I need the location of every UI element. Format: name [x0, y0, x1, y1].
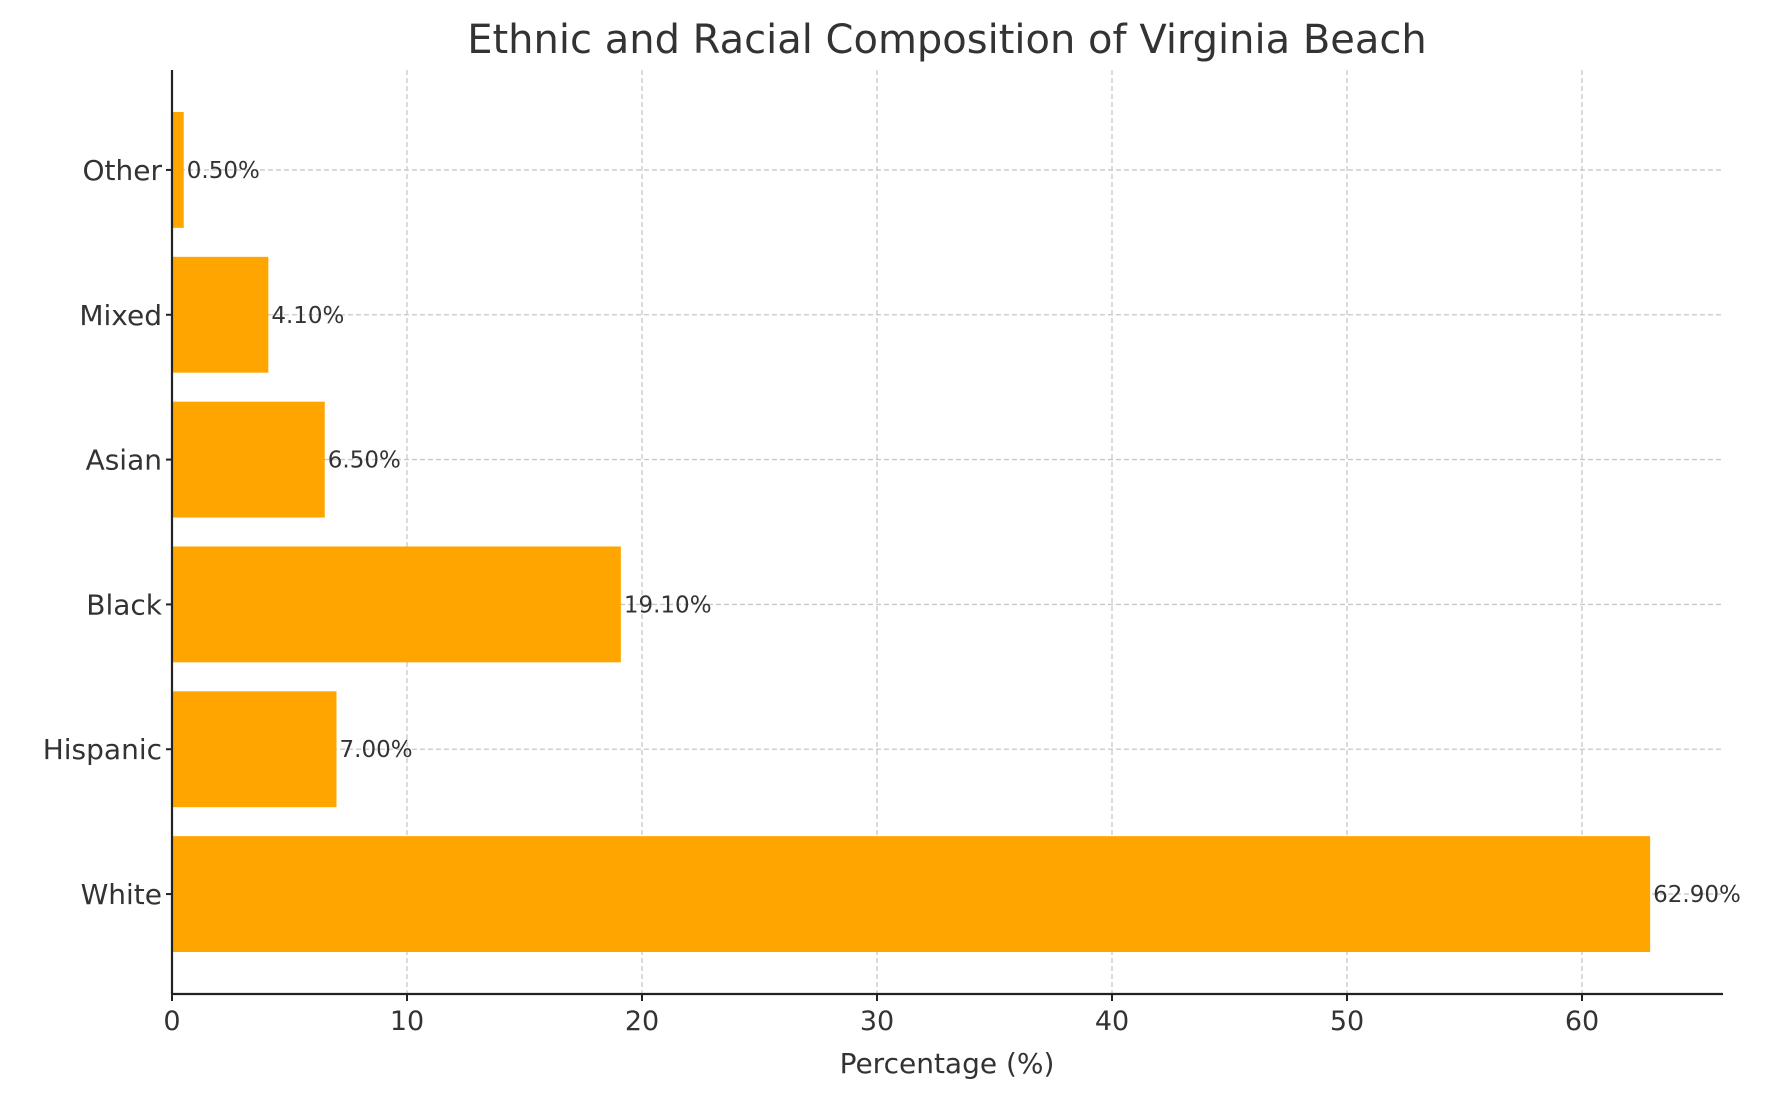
axes: White Hispanic Black Asian Mixed Other 0 10 20 30… [43, 70, 1723, 1037]
x-tick-label: 50 [1330, 1006, 1364, 1037]
x-tick-label: 20 [625, 1006, 659, 1037]
x-tick-label: 10 [390, 1006, 424, 1037]
bar-white [172, 836, 1651, 952]
bar-black [172, 546, 621, 663]
chart-title: Ethnic and Racial Composition of Virgini… [467, 17, 1427, 63]
y-tick-label: Other [82, 154, 162, 187]
bar-asian [172, 401, 325, 518]
data-label: 4.10% [271, 303, 344, 329]
x-axis-label: Percentage (%) [840, 1047, 1055, 1080]
bars: 62.90% 7.00% 19.10% 6.50% 4.10% 0.50% [172, 112, 1741, 952]
y-tick-label: White [81, 878, 162, 911]
data-label: 7.00% [340, 737, 413, 763]
x-tick-label: 0 [163, 1006, 180, 1037]
x-tick-label: 60 [1565, 1006, 1599, 1037]
bar-other [172, 112, 184, 228]
y-tick-label: Asian [86, 444, 162, 477]
data-label: 0.50% [187, 158, 260, 184]
data-label: 62.90% [1653, 882, 1741, 908]
y-tick-label: Mixed [79, 299, 162, 332]
y-tick-label: Black [86, 588, 163, 621]
data-label: 19.10% [624, 592, 712, 618]
data-label: 6.50% [328, 448, 401, 474]
bar-hispanic [172, 691, 337, 808]
bar-mixed [172, 256, 269, 373]
x-tick-label: 30 [860, 1006, 894, 1037]
x-tick-label: 40 [1095, 1006, 1129, 1037]
y-tick-label: Hispanic [43, 733, 162, 766]
